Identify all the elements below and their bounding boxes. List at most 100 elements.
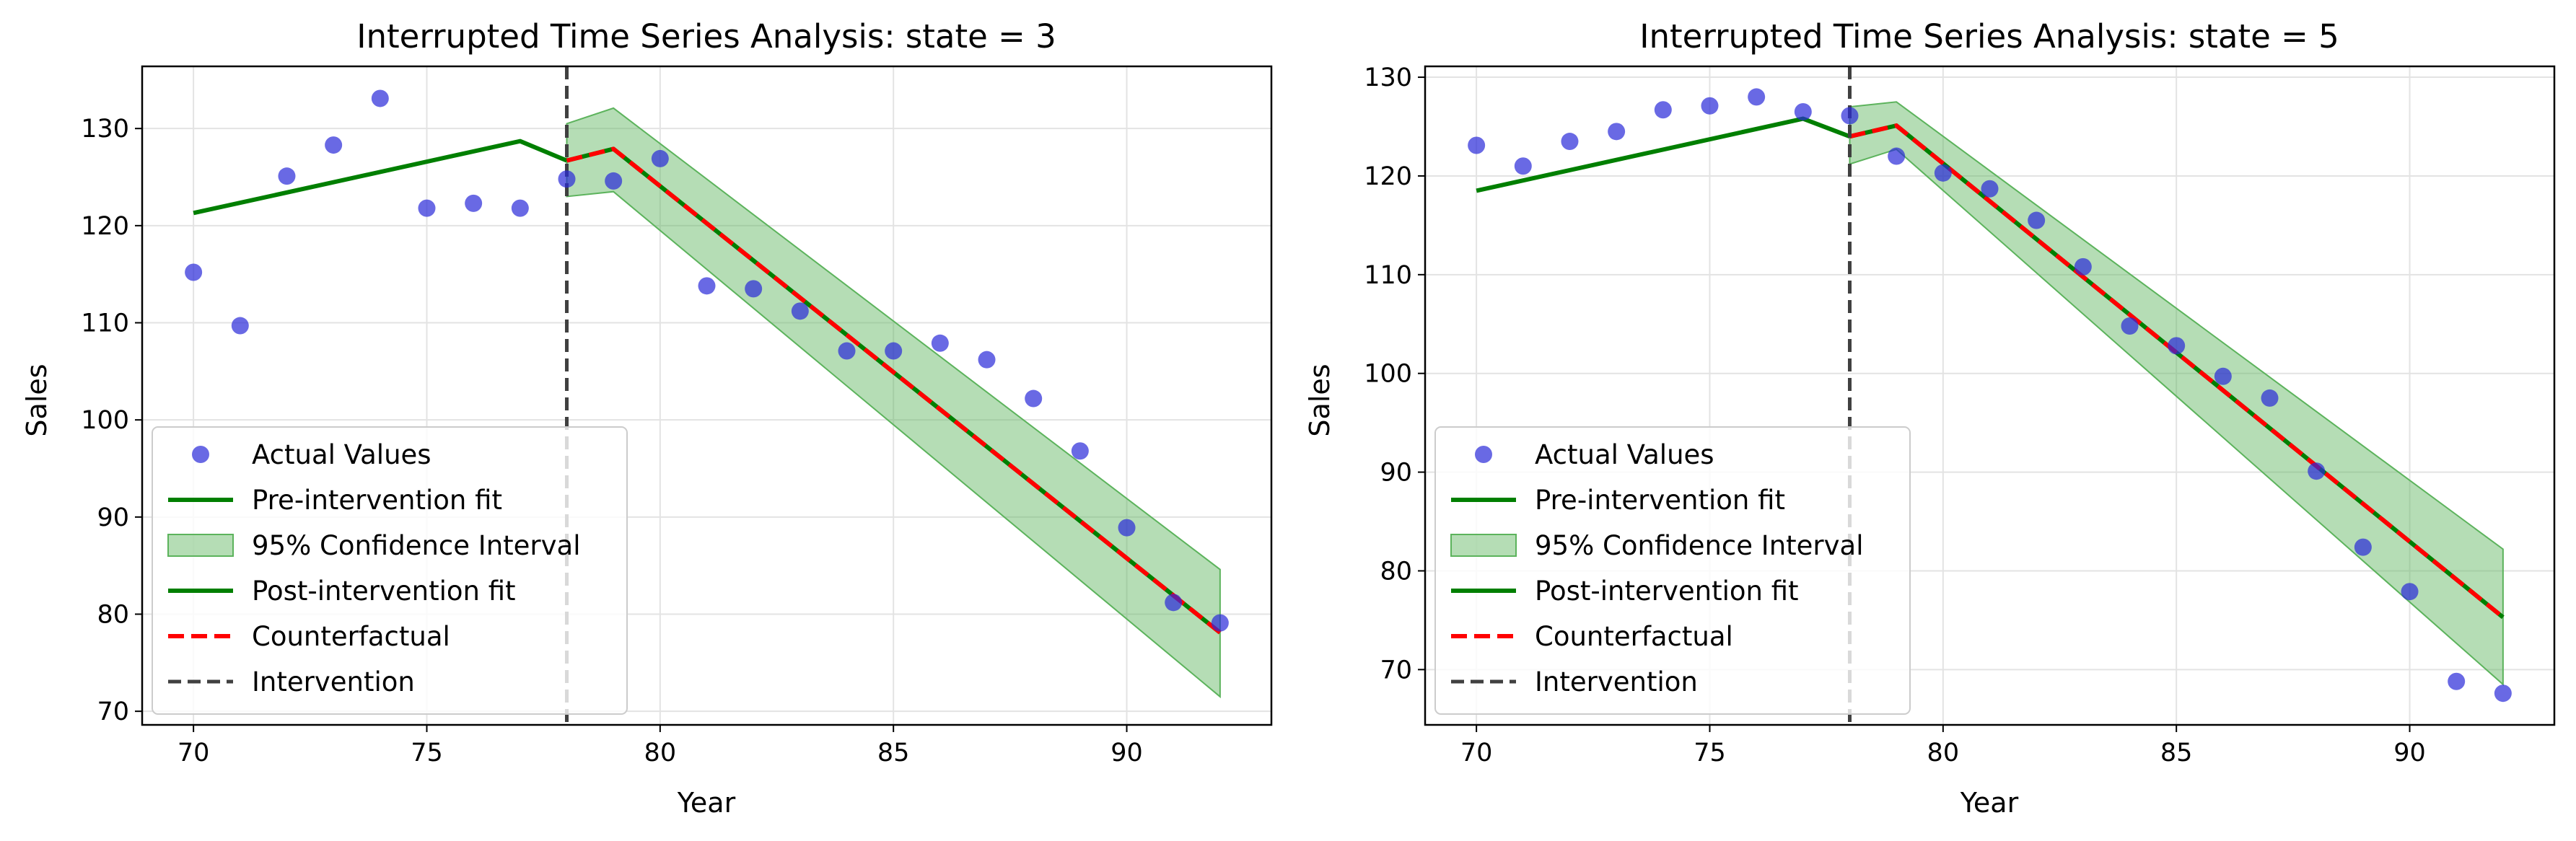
data-point (1888, 147, 1906, 165)
x-tick-label: 75 (1694, 739, 1726, 767)
data-point (1561, 133, 1579, 151)
data-point (2494, 684, 2512, 703)
confidence-band (566, 107, 1221, 699)
legend-marker (1450, 534, 1517, 557)
legend-entry-counterfactual: Counterfactual (252, 621, 450, 652)
data-point (1934, 164, 1952, 182)
y-tick-label: 80 (97, 600, 129, 629)
legend-marker (1475, 446, 1492, 463)
y-tick-label: 70 (97, 697, 129, 726)
counterfactual-line (566, 146, 1222, 635)
y-tick-label: 100 (81, 406, 129, 435)
legend-box (152, 426, 628, 715)
x-tick-label: 85 (877, 739, 910, 767)
actual-values-points (185, 89, 1229, 632)
chart-title: Interrupted Time Series Analysis: state … (356, 17, 1056, 56)
data-point (1841, 107, 1859, 125)
legend-entry-intervention: Intervention (252, 666, 415, 697)
x-tick-label: 90 (1110, 739, 1143, 767)
pre-intervention-fit-line (1476, 116, 1851, 193)
data-point (1071, 442, 1089, 460)
axes-frame (141, 65, 1273, 726)
data-point (1748, 88, 1766, 106)
data-point (885, 342, 903, 360)
data-point (2168, 337, 2186, 355)
data-point (931, 334, 949, 352)
data-point (651, 149, 669, 167)
legend: Actual Values Pre-intervention fit 95% Con… (1434, 426, 1911, 715)
y-tick-label: 130 (81, 115, 129, 144)
legend-box (1434, 426, 1911, 715)
data-point (465, 194, 483, 212)
data-point (2448, 672, 2466, 690)
data-point (325, 136, 343, 154)
chart-panel-state-5: Interrupted Time Series Analysis: state … (1304, 17, 2556, 819)
actual-values-points (1468, 88, 2512, 703)
x-axis-label: Year (1960, 787, 2019, 819)
data-point (2261, 389, 2279, 407)
data-point (2074, 257, 2092, 276)
legend-entry-confidence-interval: 95% Confidence Interval (1535, 530, 1864, 561)
legend-marker (192, 446, 209, 463)
y-tick-label: 110 (81, 309, 129, 338)
data-point (231, 317, 249, 335)
legend-marker (167, 534, 234, 557)
data-point (2214, 367, 2232, 385)
legend-entry-confidence-interval: 95% Confidence Interval (252, 530, 581, 561)
data-point (1608, 123, 1626, 141)
legend-entry-pre-intervention-fit: Pre-intervention fit (1535, 485, 1785, 516)
legend-entry-pre-intervention-fit: Pre-intervention fit (252, 485, 502, 516)
y-tick-label: 90 (97, 503, 129, 532)
legend: Actual Values Pre-intervention fit 95% Con… (152, 426, 628, 715)
data-point (278, 167, 296, 185)
x-tick-label: 90 (2393, 739, 2426, 767)
data-point (1165, 594, 1183, 612)
y-tick-label: 80 (1380, 557, 1412, 586)
data-point (2121, 317, 2139, 335)
data-point (698, 277, 716, 295)
y-tick-label: 130 (1364, 63, 1412, 92)
data-point (558, 170, 576, 188)
y-tick-label: 90 (1380, 459, 1412, 488)
data-point (1701, 97, 1719, 115)
data-point (1118, 519, 1136, 537)
x-tick-label: 85 (2160, 739, 2193, 767)
pre-intervention-fit-line (193, 138, 568, 216)
data-point (511, 199, 529, 217)
y-tick-label: 100 (1364, 360, 1412, 389)
x-tick-label: 80 (644, 739, 677, 767)
x-tick-label: 70 (1460, 739, 1493, 767)
axes-frame (1424, 65, 2556, 726)
data-point (2028, 211, 2046, 229)
data-point (2401, 583, 2419, 601)
legend-entry-actual-values: Actual Values (1535, 439, 1714, 470)
chart-panel-state-3: Interrupted Time Series Analysis: state … (21, 17, 1273, 819)
counterfactual-line (1849, 123, 2505, 620)
legend-entry-counterfactual: Counterfactual (1535, 621, 1733, 652)
y-tick-label: 120 (1364, 162, 1412, 191)
legend-entry-post-intervention-fit: Post-intervention fit (252, 576, 516, 607)
data-point (838, 342, 856, 360)
data-point (1794, 102, 1812, 120)
data-point (371, 89, 389, 107)
data-point (1654, 101, 1672, 119)
chart-title: Interrupted Time Series Analysis: state … (1639, 17, 2339, 56)
y-tick-label: 110 (1364, 261, 1412, 290)
data-point (2308, 462, 2326, 480)
data-point (1211, 614, 1229, 632)
legend-entry-post-intervention-fit: Post-intervention fit (1535, 576, 1799, 607)
x-tick-label: 75 (411, 739, 443, 767)
data-point (1981, 180, 1999, 198)
legend-entry-intervention: Intervention (1535, 666, 1698, 697)
legend-entry-actual-values: Actual Values (252, 439, 431, 470)
data-point (418, 199, 436, 217)
data-point (745, 280, 763, 298)
data-point (185, 263, 203, 281)
data-point (2354, 538, 2372, 556)
data-point (1025, 389, 1043, 408)
data-point (1514, 157, 1532, 175)
x-axis-label: Year (677, 787, 736, 819)
x-tick-label: 80 (1927, 739, 1960, 767)
y-axis-label: Sales (21, 364, 53, 436)
